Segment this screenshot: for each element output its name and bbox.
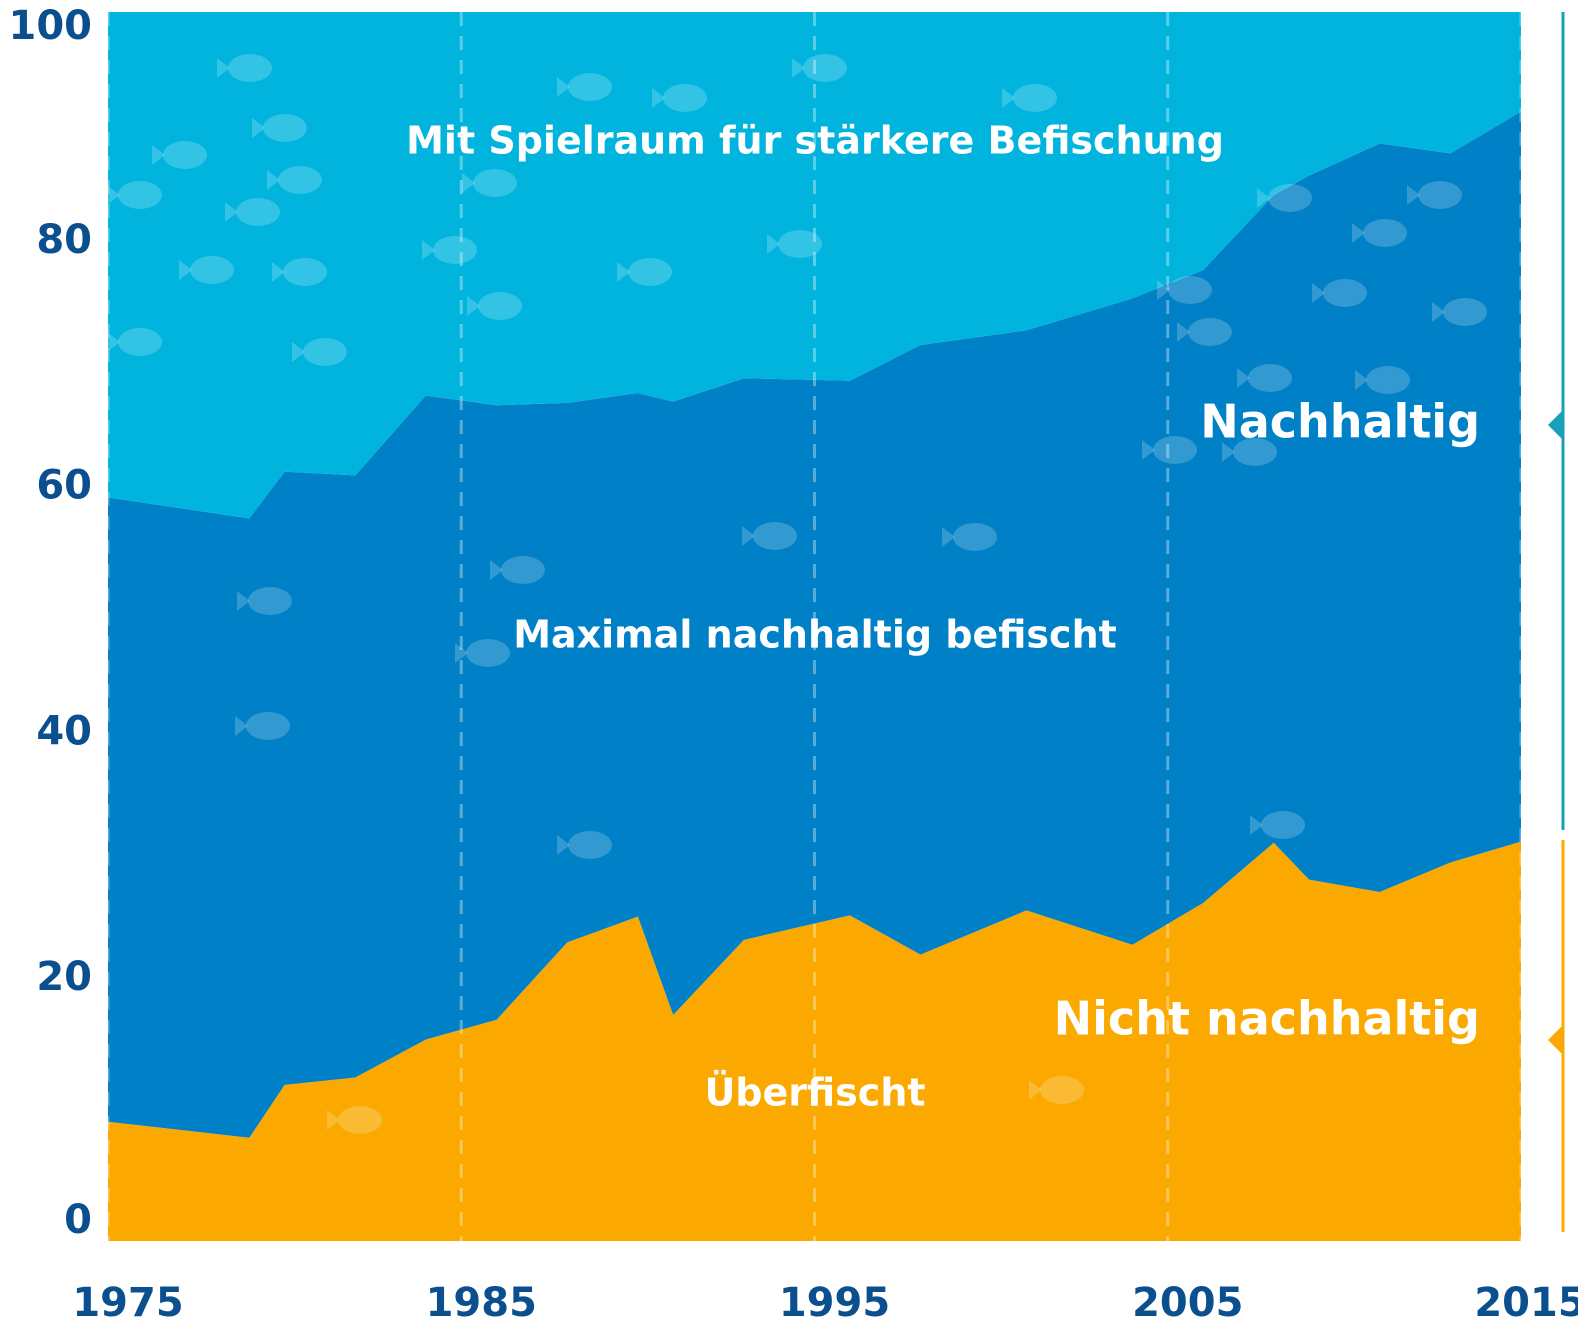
x-tick-label: 1985 <box>426 1280 537 1326</box>
x-tick-label: 1995 <box>779 1280 890 1326</box>
fish-decoration <box>303 338 347 366</box>
fish-decoration <box>190 256 234 284</box>
fish-decoration <box>1188 318 1232 346</box>
fish-decoration <box>1168 276 1212 304</box>
area-label: Überfischt <box>704 1071 925 1115</box>
fish-decoration <box>953 523 997 551</box>
fish-decoration <box>1443 298 1487 326</box>
fish-decoration <box>1363 219 1407 247</box>
fish-decoration <box>628 258 672 286</box>
fish-decoration <box>236 198 280 226</box>
fish-decoration <box>433 236 477 264</box>
fish-decoration <box>568 73 612 101</box>
fish-decoration <box>753 522 797 550</box>
fish-decoration <box>1366 366 1410 394</box>
x-tick-label: 2005 <box>1132 1280 1243 1326</box>
chart: 1975 1985 1995 2005 2015 0 20 40 60 80 100 Überfisc… <box>0 0 1578 1335</box>
area-label: Mit Spielraum für stärkere Befischung <box>406 119 1224 163</box>
y-tick-label: 60 <box>36 463 92 509</box>
fish-decoration <box>473 169 517 197</box>
fish-decoration <box>246 712 290 740</box>
x-tick-label: 2015 <box>1474 1280 1578 1326</box>
fish-decoration <box>338 1106 382 1134</box>
fish-decoration <box>1040 1076 1084 1104</box>
fish-decoration <box>1261 811 1305 839</box>
annotation: Nicht nachhaltig <box>1054 992 1480 1046</box>
fish-decoration <box>118 328 162 356</box>
bracket-pointer <box>1548 1025 1563 1055</box>
fish-decoration <box>1418 181 1462 209</box>
fish-decoration <box>1013 84 1057 112</box>
fish-decoration <box>1153 436 1197 464</box>
fish-decoration <box>501 556 545 584</box>
fish-decoration <box>228 54 272 82</box>
fish-decoration <box>663 84 707 112</box>
x-tick-label: 1975 <box>72 1280 183 1326</box>
y-tick-label: 40 <box>36 708 92 754</box>
fish-decoration <box>568 831 612 859</box>
fish-decoration <box>278 166 322 194</box>
fish-decoration <box>118 181 162 209</box>
y-tick-label: 100 <box>9 3 93 49</box>
fish-decoration <box>466 639 510 667</box>
y-tick-label: 80 <box>36 217 92 263</box>
fish-decoration <box>1323 279 1367 307</box>
fish-decoration <box>248 587 292 615</box>
fish-decoration <box>163 141 207 169</box>
y-tick-label: 20 <box>36 954 92 1000</box>
fish-decoration <box>803 54 847 82</box>
area-label: Maximal nachhaltig befischt <box>513 613 1117 657</box>
fish-decoration <box>478 292 522 320</box>
y-tick-label: 0 <box>64 1197 92 1243</box>
fish-decoration <box>283 258 327 286</box>
annotation: Nachhaltig <box>1200 395 1480 449</box>
bracket-pointer <box>1548 410 1563 440</box>
fish-decoration <box>263 114 307 142</box>
fish-decoration <box>1248 364 1292 392</box>
fish-decoration <box>1268 184 1312 212</box>
